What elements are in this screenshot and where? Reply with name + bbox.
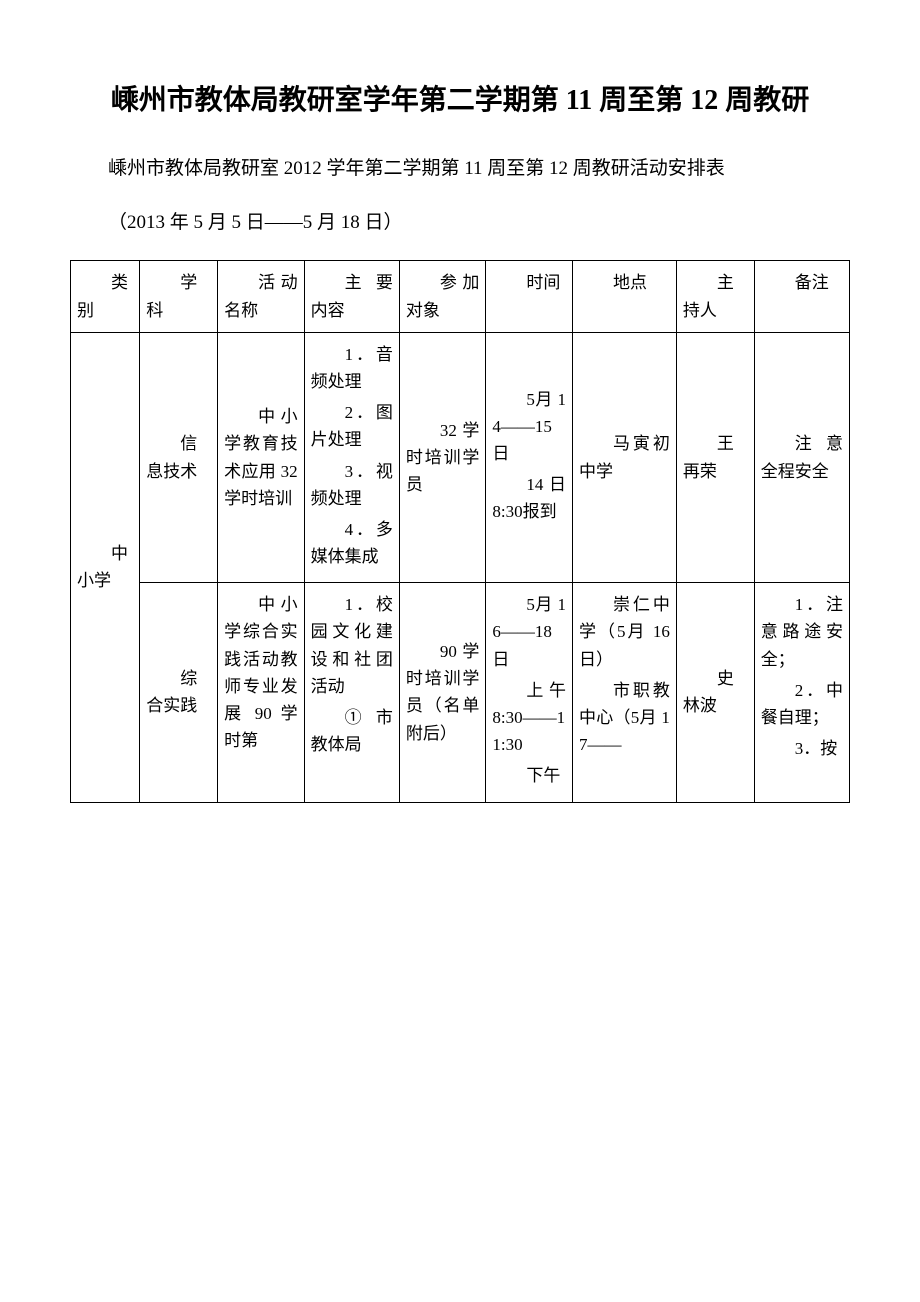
header-content: 主要内容 bbox=[311, 269, 393, 323]
cell-activity: 中小学教育技术应用 32 学时培训 bbox=[224, 403, 298, 512]
time-item: 下午 bbox=[492, 762, 566, 789]
remarks-item: 3．按 bbox=[761, 735, 843, 762]
content-item: ①市教体局 bbox=[311, 704, 393, 758]
table-row: 综合实践 中小学综合实践活动教师专业发展 90 学时第 1．校园文化建设和社团活… bbox=[71, 583, 850, 802]
cell-host: 史林波 bbox=[683, 665, 748, 719]
content-item: 4．多媒体集成 bbox=[311, 516, 393, 570]
time-item: 上午 8:30――11:30 bbox=[492, 677, 566, 759]
schedule-table: 类别 学科 活动名称 主要内容 参加对象 时间 地点 主持人 备注 中小学 信息… bbox=[70, 260, 850, 802]
content-item: 2．图片处理 bbox=[311, 399, 393, 453]
cell-location: 马寅初中学 bbox=[579, 430, 670, 484]
table-row: 中小学 信息技术 中小学教育技术应用 32 学时培训 1．音频处理 2．图片处理… bbox=[71, 332, 850, 583]
document-title: 嵊州市教体局教研室学年第二学期第 11 周至第 12 周教研 bbox=[70, 80, 850, 122]
cell-activity: 中小学综合实践活动教师专业发展 90 学时第 bbox=[224, 591, 298, 754]
cell-subject: 信息技术 bbox=[146, 430, 211, 484]
cell-participants: 90 学时培训学员（名单附后） bbox=[406, 638, 480, 747]
cell-category: 中小学 bbox=[77, 540, 133, 594]
header-location: 地点 bbox=[579, 269, 670, 296]
header-subject: 学科 bbox=[146, 269, 211, 323]
header-host: 主持人 bbox=[683, 269, 748, 323]
content-item: 1．校园文化建设和社团活动 bbox=[311, 591, 393, 700]
time-item: 14 日 8:30报到 bbox=[492, 471, 566, 525]
content-item: 1．音频处理 bbox=[311, 341, 393, 395]
remarks-item: 1．注意路途安全； bbox=[761, 591, 843, 673]
header-time: 时间 bbox=[492, 269, 566, 296]
cell-remarks: 注意全程安全 bbox=[761, 430, 843, 484]
time-item: 5月 14――15 日 bbox=[492, 386, 566, 468]
time-item: 5月 16――18 日 bbox=[492, 591, 566, 673]
location-item: 市职教中心（5月 17―― bbox=[579, 677, 670, 759]
cell-host: 王再荣 bbox=[683, 430, 748, 484]
header-category: 类别 bbox=[77, 269, 133, 323]
location-item: 崇仁中学（5月 16日） bbox=[579, 591, 670, 673]
header-activity: 活动名称 bbox=[224, 269, 298, 323]
cell-participants: 32 学时培训学员 bbox=[406, 417, 480, 499]
cell-subject: 综合实践 bbox=[146, 665, 211, 719]
remarks-item: 2．中餐自理； bbox=[761, 677, 843, 731]
header-remarks: 备注 bbox=[761, 269, 843, 296]
date-range: （2013 年 5 月 5 日――5 月 18 日） bbox=[70, 206, 850, 240]
document-subtitle: 嵊州市教体局教研室 2012 学年第二学期第 11 周至第 12 周教研活动安排… bbox=[70, 152, 850, 186]
header-participants: 参加对象 bbox=[406, 269, 480, 323]
content-item: 3．视频处理 bbox=[311, 458, 393, 512]
table-header-row: 类别 学科 活动名称 主要内容 参加对象 时间 地点 主持人 备注 bbox=[71, 261, 850, 332]
